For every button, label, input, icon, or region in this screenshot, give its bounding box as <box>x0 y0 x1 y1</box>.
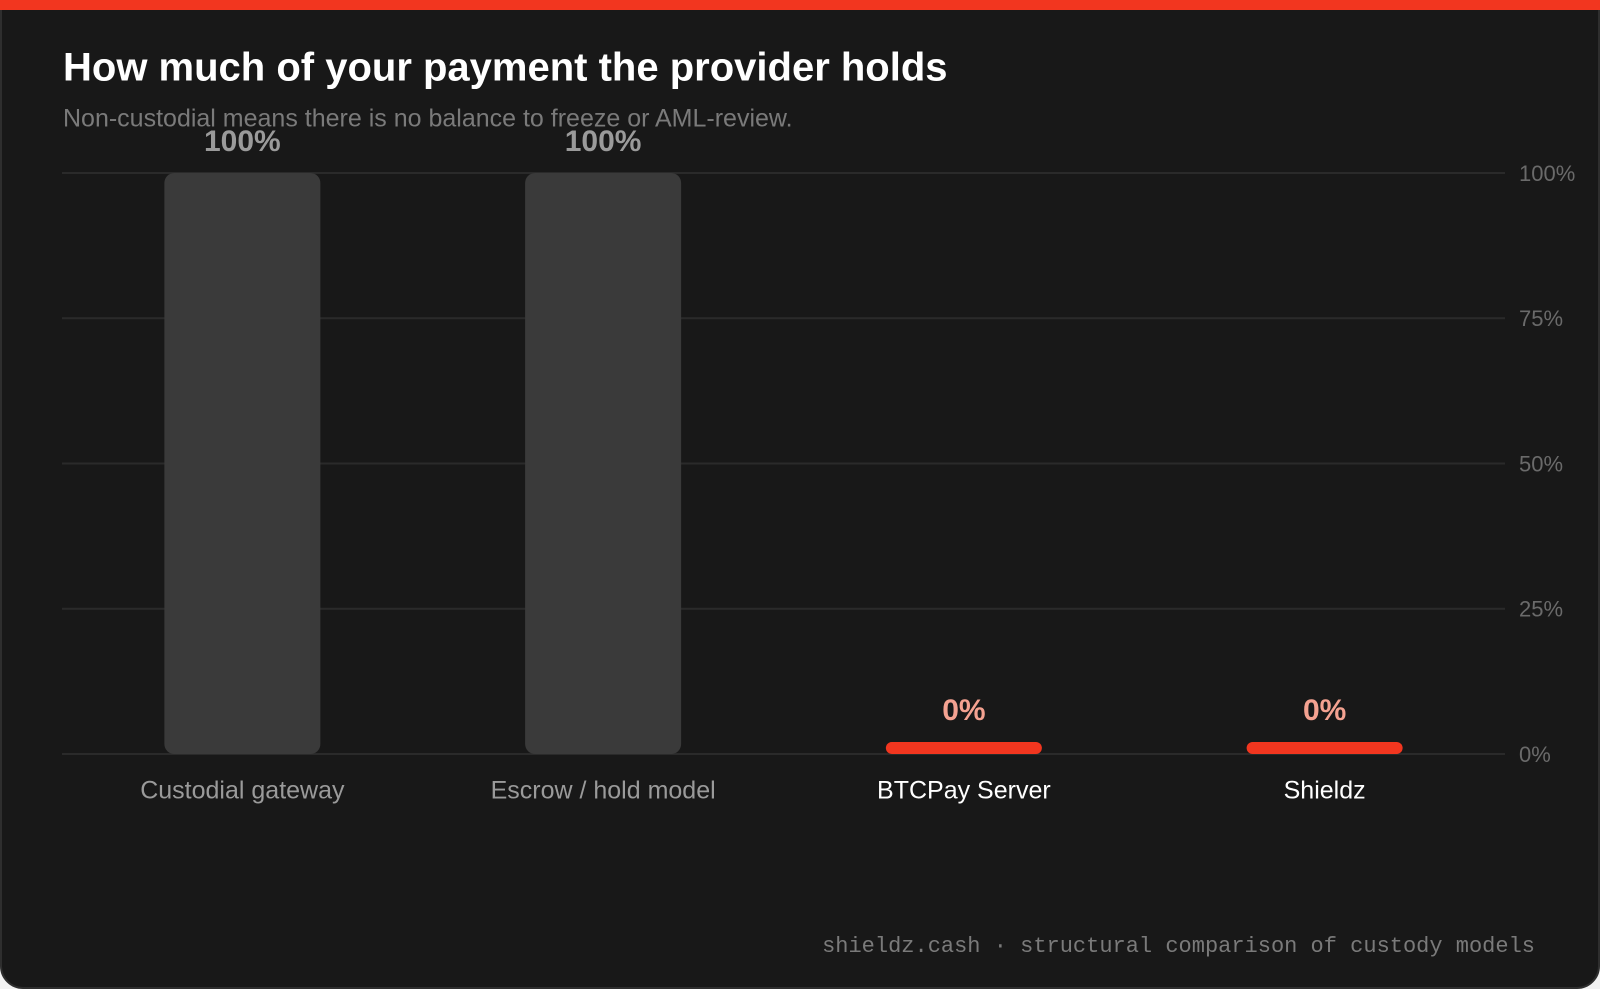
x-tick-label: Custodial gateway <box>140 777 345 805</box>
bar <box>1246 742 1403 754</box>
y-tick-label: 25% <box>1519 597 1563 622</box>
y-tick-label: 75% <box>1519 306 1563 331</box>
y-tick-label: 0% <box>1519 742 1551 767</box>
chart-subtitle: Non-custodial means there is no balance … <box>63 105 793 133</box>
chart-title: How much of your payment the provider ho… <box>63 46 948 90</box>
value-label: 100% <box>565 125 642 158</box>
top-accent <box>0 0 1600 10</box>
value-label: 100% <box>204 125 281 158</box>
x-tick-label: Escrow / hold model <box>491 777 716 805</box>
bar <box>164 173 321 754</box>
y-tick-label: 100% <box>1519 161 1575 186</box>
x-tick-label: BTCPay Server <box>877 777 1051 805</box>
bar <box>885 742 1042 754</box>
bar <box>525 173 682 754</box>
footer: shieldz.cash · structural comparison of … <box>822 934 1535 959</box>
value-label: 0% <box>1303 694 1346 727</box>
y-tick-label: 50% <box>1519 451 1563 476</box>
x-tick-label: Shieldz <box>1284 777 1366 805</box>
value-label: 0% <box>942 694 985 727</box>
